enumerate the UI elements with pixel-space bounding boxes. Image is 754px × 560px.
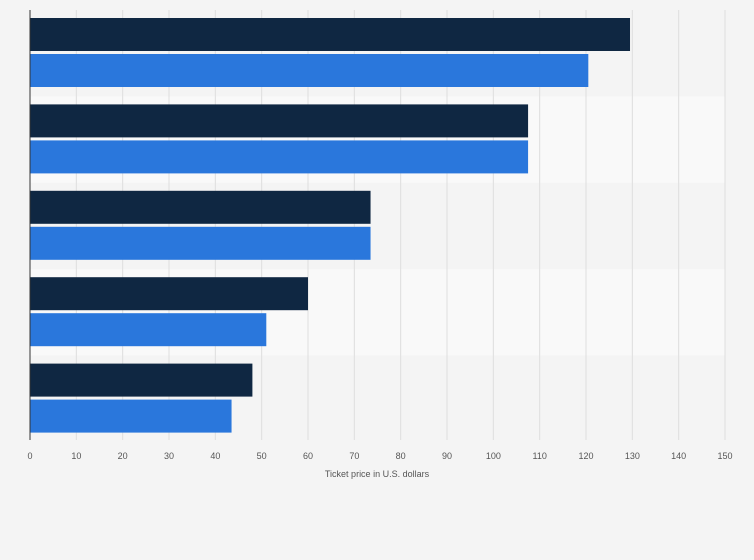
x-tick-label: 10: [71, 451, 81, 461]
bar: [30, 190, 371, 224]
x-tick-label: 130: [625, 451, 640, 461]
x-tick-label: 0: [27, 451, 32, 461]
x-tick-label: 60: [303, 451, 313, 461]
bar: [30, 363, 253, 397]
x-axis-title: Ticket price in U.S. dollars: [325, 469, 430, 479]
x-tick-label: 40: [210, 451, 220, 461]
x-tick-label: 110: [532, 451, 546, 461]
bar: [30, 18, 631, 51]
x-tick-label: 50: [257, 451, 267, 461]
x-tick-label: 150: [717, 451, 732, 461]
x-tick-label: 20: [118, 451, 128, 461]
x-tick-label: 90: [442, 451, 452, 461]
bar: [30, 54, 589, 87]
x-tick-label: 70: [349, 451, 359, 461]
x-tick-labels: 0 10 20 30 40 50 60 70 80 90 100 110 120 130 140 150: [27, 451, 732, 461]
x-tick-label: 140: [671, 451, 686, 461]
x-tick-label: 100: [486, 451, 501, 461]
bar: [30, 140, 529, 174]
bar: [30, 399, 232, 433]
bars: [30, 18, 631, 433]
bar: [30, 313, 267, 347]
x-tick-label: 80: [396, 451, 406, 461]
bar: [30, 104, 529, 138]
x-tick-label: 30: [164, 451, 174, 461]
x-tick-label: 120: [578, 451, 593, 461]
bar: [30, 277, 308, 311]
bar: [30, 226, 371, 260]
